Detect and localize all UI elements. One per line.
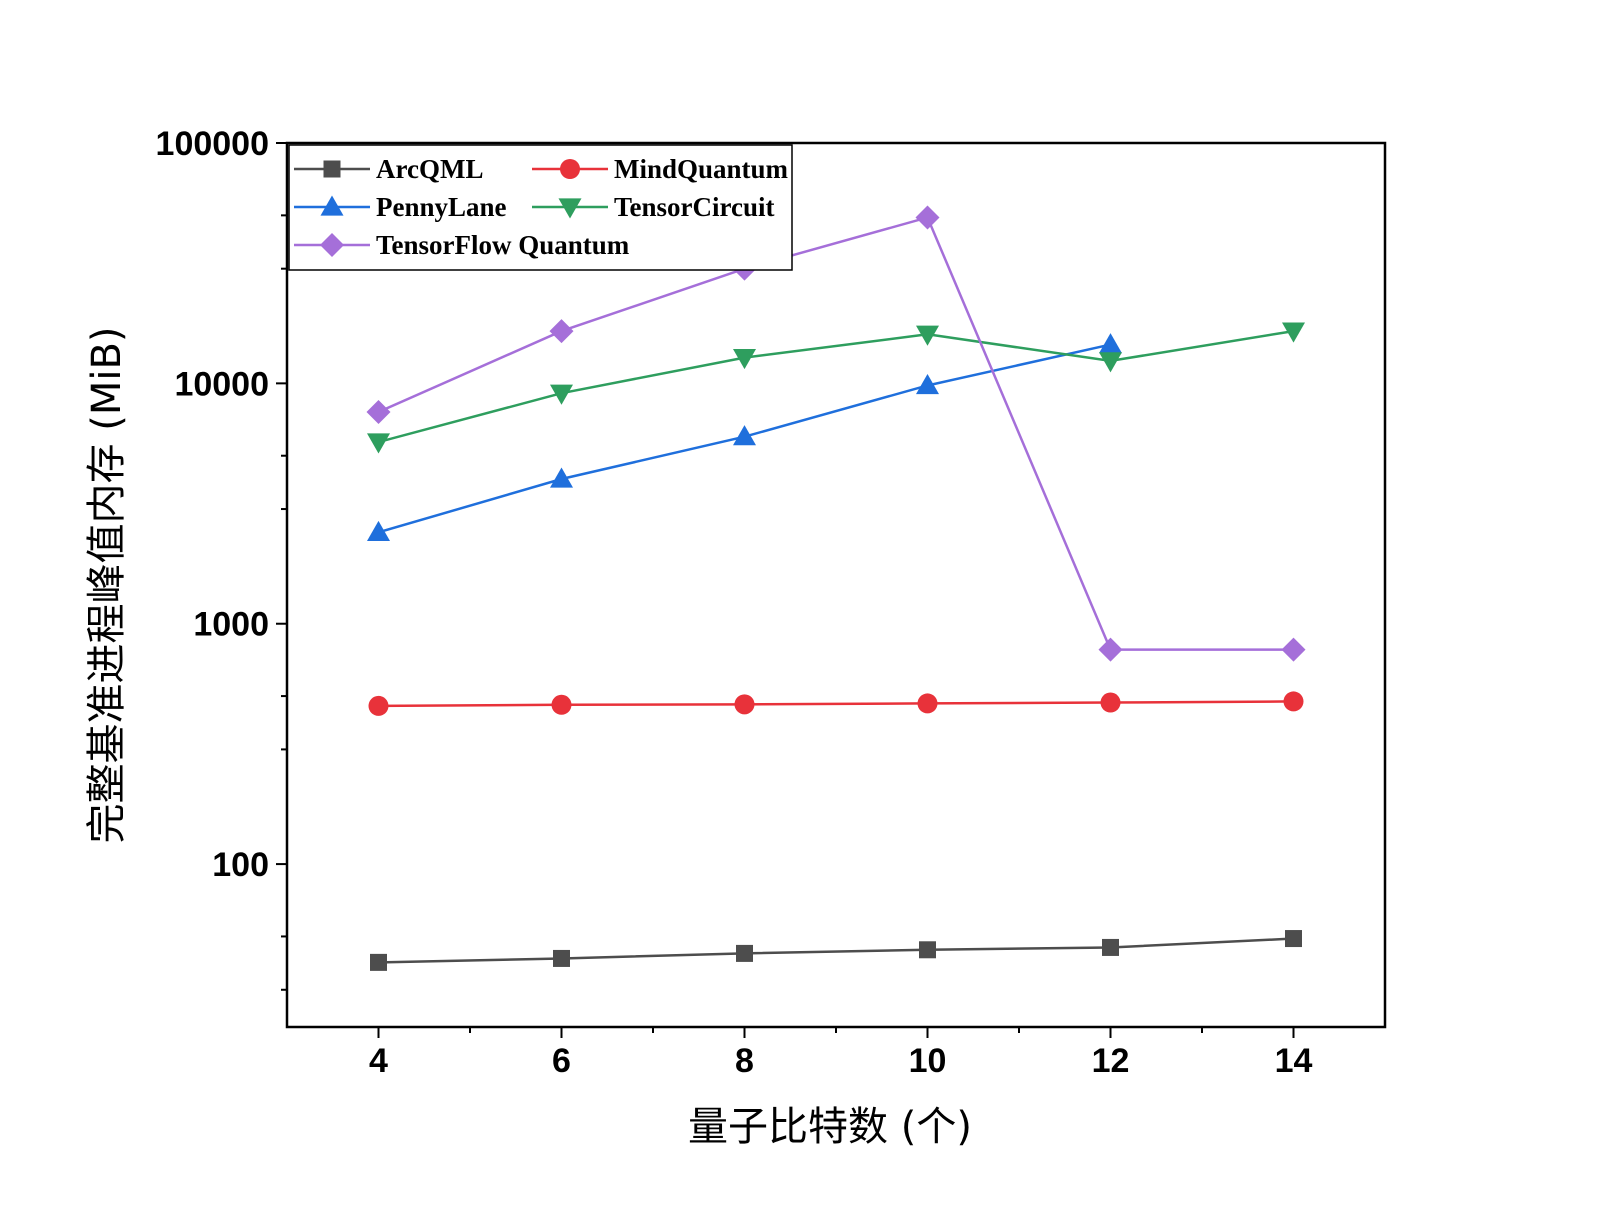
data-point-mindquantum — [1100, 692, 1121, 713]
y-tick-label: 1000 — [193, 606, 269, 644]
data-point-arcqml — [1102, 938, 1119, 956]
x-tick-label: 14 — [1275, 1042, 1313, 1080]
data-point-pennylane — [733, 425, 756, 446]
data-point-mindquantum — [734, 694, 755, 715]
legend: ArcQML MindQuantum PennyLane TensorCircuit T… — [288, 144, 793, 271]
legend-marker-pennylane — [320, 195, 344, 216]
data-point-tensorflow-quantum — [1281, 637, 1306, 662]
x-tick-label: 12 — [1092, 1042, 1130, 1080]
data-point-tensorflow-quantum — [1098, 637, 1123, 662]
data-point-mindquantum — [1283, 691, 1304, 712]
legend-marker-arcqml — [323, 160, 341, 178]
legend-label-mindquantum: MindQuantum — [614, 154, 789, 184]
data-point-tensorcircuit — [916, 325, 939, 346]
data-point-tensorflow-quantum — [366, 400, 391, 425]
data-point-pennylane — [367, 520, 390, 541]
x-tick-label: 4 — [369, 1042, 388, 1080]
data-point-tensorflow-quantum — [549, 319, 574, 344]
data-point-pennylane — [1099, 333, 1122, 354]
data-point-mindquantum — [917, 693, 938, 714]
x-tick-label: 10 — [909, 1042, 947, 1080]
data-point-arcqml — [919, 941, 936, 959]
legend-label-arcqml: ArcQML — [376, 154, 483, 184]
data-point-arcqml — [1285, 930, 1302, 948]
data-point-mindquantum — [551, 694, 572, 715]
legend-label-tensorcircuit: TensorCircuit — [614, 192, 775, 222]
y-tick-label: 10000 — [174, 365, 269, 403]
data-point-arcqml — [553, 949, 570, 967]
legend-marker-tensorflow-quantum — [320, 233, 344, 257]
x-axis-title: 量子比特数 (个) — [688, 1104, 972, 1150]
data-point-tensorcircuit — [1282, 322, 1305, 343]
legend-label-tensorflow-quantum: TensorFlow Quantum — [376, 230, 630, 260]
data-point-mindquantum — [368, 695, 389, 716]
y-tick-label: 100000 — [156, 125, 269, 163]
plot-area — [366, 205, 1306, 971]
series-line-tensorcircuit — [378, 329, 1294, 444]
series-line-mindquantum — [378, 700, 1294, 708]
data-point-tensorcircuit — [550, 384, 573, 405]
data-point-tensorcircuit — [733, 348, 756, 370]
series-line-arcqml — [378, 937, 1294, 964]
data-point-tensorcircuit — [367, 433, 390, 454]
axes: 4 6 8 10 12 14 100 1000 10000 100000 — [156, 125, 1387, 1080]
data-point-pennylane — [550, 467, 573, 488]
y-axis-title: 完整基准进程峰值内存 (MiB) — [84, 327, 130, 844]
legend-marker-tensorcircuit — [558, 198, 582, 219]
data-point-pennylane — [916, 373, 939, 395]
series-line-tensorflow-quantum — [377, 215, 1294, 651]
x-tick-label: 6 — [552, 1042, 571, 1080]
x-tick-label: 8 — [735, 1042, 754, 1080]
data-point-arcqml — [370, 953, 387, 971]
legend-label-pennylane: PennyLane — [376, 192, 507, 222]
data-point-tensorcircuit — [1099, 352, 1122, 373]
legend-marker-mindquantum — [560, 159, 580, 179]
data-point-arcqml — [736, 944, 753, 962]
plot-frame — [285, 141, 1387, 1029]
y-tick-label: 100 — [212, 846, 269, 884]
data-point-tensorflow-quantum — [915, 205, 940, 230]
